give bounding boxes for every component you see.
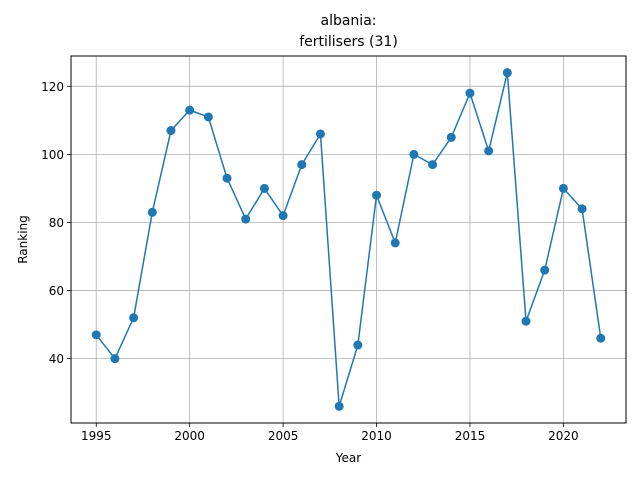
data-point [166, 126, 176, 136]
data-point [91, 330, 101, 340]
chart-title-line2: fertilisers (31) [299, 34, 398, 50]
data-point [484, 146, 494, 156]
x-tick-label: 1995 [81, 429, 112, 443]
series-line [95, 71, 602, 408]
data-point [353, 340, 363, 350]
data-point [372, 190, 382, 200]
data-point [110, 354, 120, 364]
data-point [203, 112, 213, 122]
data-point [297, 160, 307, 170]
data-point [502, 68, 512, 78]
y-tick-label: 120 [41, 80, 64, 94]
data-point [521, 316, 531, 326]
data-point [241, 214, 251, 224]
plot-frame [70, 55, 627, 424]
x-tick-label: 2020 [548, 429, 579, 443]
data-point [409, 149, 419, 159]
data-point [315, 129, 325, 139]
data-point [446, 132, 456, 142]
data-point [577, 204, 587, 214]
chart-title-line1: albania: [321, 13, 377, 29]
data-point [334, 401, 344, 411]
data-point [558, 183, 568, 193]
x-tick-label: 2000 [174, 429, 205, 443]
x-tick-label: 2005 [268, 429, 299, 443]
ticks-group: 1995 2000 2005 2010 2015 2020 40 60 80 100 120 [41, 80, 579, 443]
x-axis-title: Year [335, 451, 361, 465]
data-point [465, 88, 475, 98]
y-tick-label: 60 [49, 284, 64, 298]
data-point [540, 265, 550, 275]
data-point [596, 333, 606, 343]
data-point [278, 211, 288, 221]
y-axis-title: Ranking [16, 215, 30, 264]
x-tick-label: 2010 [361, 429, 392, 443]
y-tick-label: 100 [41, 148, 64, 162]
data-point [129, 313, 139, 323]
data-point [390, 238, 400, 248]
data-point [185, 105, 195, 115]
series-group [91, 68, 606, 411]
data-point [222, 173, 232, 183]
x-tick-label: 2015 [455, 429, 486, 443]
y-tick-label: 80 [49, 216, 64, 230]
data-point [259, 183, 269, 193]
data-point [147, 207, 157, 217]
grid [71, 56, 626, 423]
y-tick-label: 40 [49, 352, 64, 366]
data-point [428, 160, 438, 170]
